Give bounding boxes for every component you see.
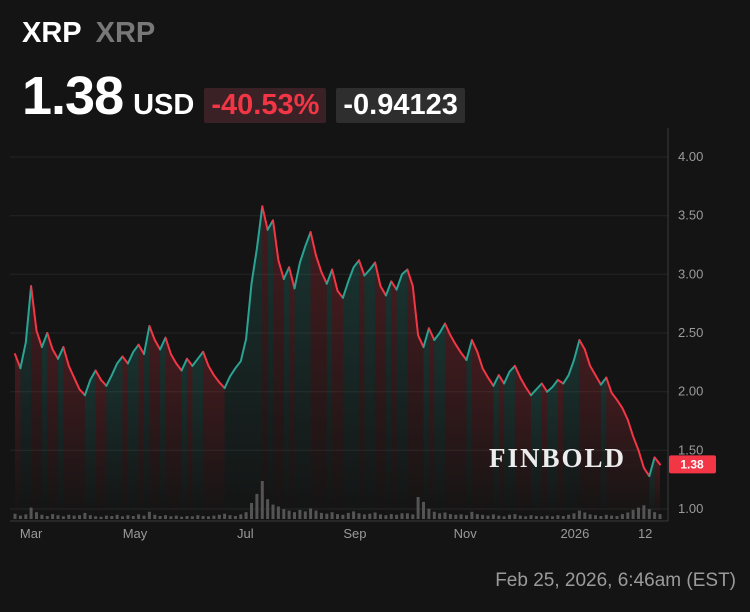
symbol-title: XRP (22, 17, 82, 49)
price-row: 1.38 USD -40.53% -0.94123 (22, 69, 465, 123)
change-percent-badge: -40.53% (204, 87, 327, 123)
svg-text:May: May (123, 526, 148, 541)
svg-text:Mar: Mar (20, 526, 43, 541)
svg-text:1.00: 1.00 (678, 501, 703, 516)
svg-text:Jul: Jul (237, 526, 254, 541)
symbol-secondary: XRP (95, 17, 156, 49)
timestamp-label: Feb 25, 2026, 6:46am (EST) (495, 570, 736, 591)
title-row: XRP XRP (22, 16, 465, 51)
svg-text:3.50: 3.50 (678, 208, 703, 223)
svg-text:12: 12 (638, 526, 652, 541)
svg-text:3.00: 3.00 (678, 266, 703, 281)
svg-text:2.00: 2.00 (678, 384, 703, 399)
change-absolute-badge: -0.94123 (336, 87, 465, 123)
price-currency: USD (133, 88, 195, 121)
svg-text:2.50: 2.50 (678, 325, 703, 340)
svg-text:Sep: Sep (343, 526, 366, 541)
svg-text:1.50: 1.50 (678, 442, 703, 457)
price-header: XRP XRP 1.38 USD -40.53% -0.94123 (22, 16, 465, 123)
svg-text:2026: 2026 (560, 526, 589, 541)
svg-text:1.38: 1.38 (680, 457, 704, 471)
price-value: 1.38 (22, 65, 124, 126)
finbold-watermark-logo: FINBOLD (489, 443, 627, 473)
svg-text:Nov: Nov (454, 526, 478, 541)
svg-text:4.00: 4.00 (678, 149, 703, 164)
